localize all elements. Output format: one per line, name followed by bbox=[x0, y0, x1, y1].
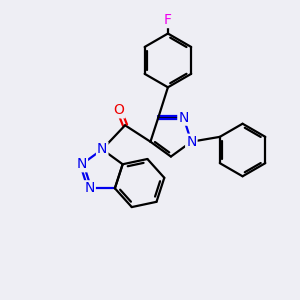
Text: F: F bbox=[164, 13, 172, 27]
Text: N: N bbox=[97, 142, 107, 156]
Text: N: N bbox=[178, 111, 189, 125]
Text: N: N bbox=[186, 135, 197, 149]
Text: N: N bbox=[76, 157, 87, 171]
Text: O: O bbox=[114, 103, 124, 117]
Text: N: N bbox=[84, 181, 95, 195]
